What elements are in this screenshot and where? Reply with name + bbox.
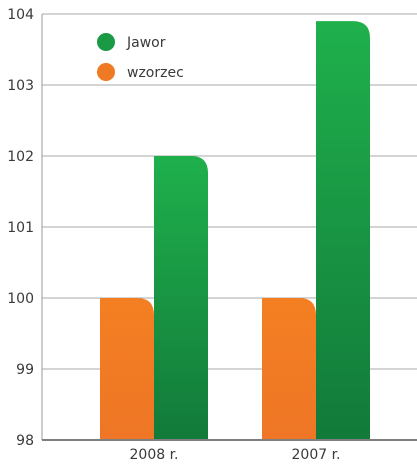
y-tick-labels: 98 99 100 101 102 103 104 <box>7 7 34 449</box>
x-category-labels: 2008 r. 2007 r. <box>130 447 341 463</box>
y-tick-label: 102 <box>7 149 34 165</box>
bar-jawor-1 <box>154 156 208 440</box>
legend: Jawor wzorzec <box>97 33 184 81</box>
y-tick-label: 103 <box>7 78 34 94</box>
bar-wzorzec-1 <box>100 298 154 440</box>
bar-wzorzec-2 <box>262 298 316 440</box>
y-tick-label: 104 <box>7 7 34 23</box>
y-tick-label: 101 <box>7 220 34 236</box>
x-category-label: 2008 r. <box>130 447 179 463</box>
bars <box>100 21 370 440</box>
legend-label-wzorzec: wzorzec <box>127 65 184 81</box>
y-tick-label: 99 <box>16 362 34 378</box>
legend-swatch-jawor <box>97 33 115 51</box>
x-category-label: 2007 r. <box>292 447 341 463</box>
legend-swatch-wzorzec <box>97 63 115 81</box>
y-tick-label: 100 <box>7 291 34 307</box>
bar-jawor-2 <box>316 21 370 440</box>
legend-label-jawor: Jawor <box>126 35 166 51</box>
y-tick-label: 98 <box>16 433 34 449</box>
